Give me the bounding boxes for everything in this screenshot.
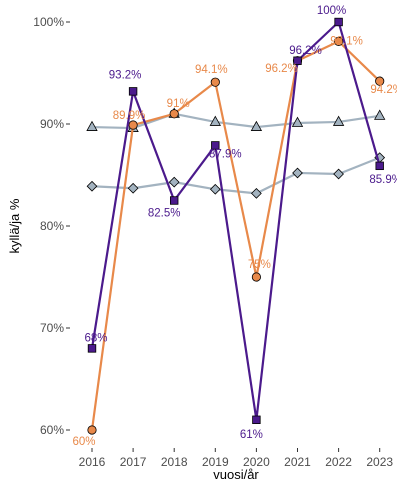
x-tick-label: 2019 (202, 455, 229, 469)
series-0-point (332, 115, 345, 126)
x-tick-label: 2021 (284, 455, 311, 469)
series-2-data-label: 60% (72, 436, 95, 448)
series-1-point (168, 176, 180, 188)
series-3-point (252, 415, 261, 424)
series-2-data-label: 75% (248, 259, 271, 271)
series-1-point (292, 167, 303, 179)
series-0-line (91, 112, 380, 130)
series-2-point (169, 109, 179, 119)
data-label-layer: 60% 89.9% 91% 94.1% 75% 96.2% 98.1% 94.2% 68% 93.… (72, 5, 397, 448)
x-tick-label: 2023 (366, 455, 393, 469)
series-3-point (128, 87, 138, 96)
y-tick-label: 100% (33, 15, 64, 29)
series-2-data-label: 89.9% (113, 110, 146, 122)
series-layer (86, 17, 386, 435)
y-axis: 60% 70% 80% 90% 100% (33, 15, 70, 437)
series-2-data-label: 98.1% (330, 35, 363, 47)
x-axis: 2016 2017 2018 2019 2020 2021 2022 2023 (79, 448, 393, 469)
series-3-line (90, 20, 381, 421)
series-2-data-label: 91% (167, 98, 190, 110)
series-2-point (251, 272, 261, 282)
x-tick-label: 2018 (161, 455, 188, 469)
series-2-point (87, 425, 97, 435)
x-tick-label: 2022 (325, 455, 352, 469)
series-3-point (87, 344, 97, 353)
series-2-point (333, 36, 344, 46)
series-3-point (293, 56, 302, 65)
series-1-point (251, 187, 262, 199)
series-1-point (86, 180, 98, 192)
series-3-point (375, 161, 384, 171)
series-1 (86, 152, 386, 199)
y-tick-label: 80% (40, 219, 64, 233)
series-3-data-label: 93.2% (109, 69, 142, 81)
series-3 (87, 17, 384, 424)
series-3-point (334, 17, 343, 27)
series-3-point (211, 141, 220, 150)
series-1-point (333, 168, 344, 180)
series-2 (87, 36, 385, 435)
series-3-data-label: 68% (84, 332, 107, 344)
series-2-data-label: 94.1% (195, 64, 228, 76)
y-tick-label: 90% (40, 117, 64, 131)
series-0-point (250, 120, 263, 131)
series-2-data-label: 96.2% (265, 63, 298, 75)
series-0-point (374, 109, 386, 120)
series-3-data-label: 61% (240, 429, 263, 441)
series-2-point (210, 77, 220, 87)
y-tick-label: 70% (40, 321, 64, 335)
series-2-point (375, 76, 385, 86)
series-2-point (128, 120, 138, 130)
x-tick-label: 2020 (243, 455, 270, 469)
series-1-line (91, 156, 381, 195)
series-1-point (127, 182, 139, 194)
series-3-data-label: 85.9% (369, 174, 397, 186)
series-2-line (90, 40, 381, 431)
y-axis-title: kyllä/ja % (7, 198, 22, 253)
series-3-point (169, 196, 179, 205)
series-3-data-label: 87.9% (209, 148, 242, 160)
x-tick-label: 2016 (79, 455, 106, 469)
series-3-data-label: 82.5% (148, 208, 181, 220)
series-3-data-label: 96.2% (289, 45, 322, 57)
x-axis-title: vuosi/år (213, 467, 259, 482)
series-2-data-label: 94.2% (370, 84, 397, 96)
y-tick-label: 60% (40, 423, 64, 437)
x-tick-label: 2017 (120, 455, 147, 469)
series-0-point (209, 115, 221, 126)
series-3-data-label: 100% (317, 5, 346, 17)
series-1-point (209, 183, 221, 195)
series-0-point (291, 116, 304, 127)
series-0-point (86, 120, 98, 131)
